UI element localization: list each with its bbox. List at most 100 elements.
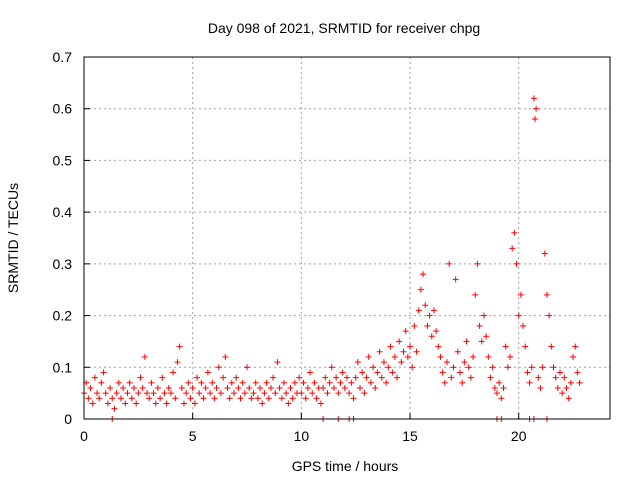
data-point xyxy=(524,369,531,376)
data-point xyxy=(548,343,555,350)
data-point xyxy=(191,400,198,407)
data-point xyxy=(148,379,155,386)
data-point xyxy=(415,307,422,314)
data-point xyxy=(480,312,487,319)
x-tick-label: 15 xyxy=(402,428,418,444)
data-point xyxy=(113,390,120,397)
data-point xyxy=(89,400,96,407)
data-point xyxy=(487,374,494,381)
data-point xyxy=(428,333,435,340)
data-point xyxy=(104,400,111,407)
data-point xyxy=(285,400,292,407)
data-point xyxy=(176,343,183,350)
data-point xyxy=(346,390,353,397)
data-point xyxy=(100,369,107,376)
data-point xyxy=(278,395,285,402)
data-point xyxy=(552,374,559,381)
data-point xyxy=(328,364,335,371)
data-point xyxy=(370,364,377,371)
data-point xyxy=(433,328,440,335)
data-point xyxy=(363,374,370,381)
data-point xyxy=(128,395,135,402)
data-point xyxy=(459,379,466,386)
data-point xyxy=(309,390,316,397)
data-point xyxy=(311,379,318,386)
data-point xyxy=(437,353,444,360)
data-point xyxy=(324,390,331,397)
data-point xyxy=(474,260,481,267)
data-point xyxy=(452,276,459,283)
data-point xyxy=(217,390,224,397)
data-point xyxy=(413,348,420,355)
data-point xyxy=(522,343,529,350)
data-point xyxy=(146,395,153,402)
data-point xyxy=(541,250,548,257)
data-point xyxy=(467,374,474,381)
data-point xyxy=(246,384,253,391)
data-point xyxy=(144,390,151,397)
data-point xyxy=(261,390,268,397)
data-point xyxy=(365,353,372,360)
data-point xyxy=(220,374,227,381)
data-point xyxy=(122,400,129,407)
data-point xyxy=(204,369,211,376)
data-point xyxy=(111,405,118,412)
data-point xyxy=(457,369,464,376)
data-point xyxy=(378,374,385,381)
data-point xyxy=(443,359,450,366)
data-point xyxy=(498,395,505,402)
data-point xyxy=(287,384,294,391)
data-point xyxy=(398,359,405,366)
data-points xyxy=(81,95,583,422)
data-point xyxy=(543,291,550,298)
data-point xyxy=(102,390,109,397)
data-point xyxy=(283,390,290,397)
data-point xyxy=(330,384,337,391)
data-point xyxy=(230,390,237,397)
data-point xyxy=(565,395,572,402)
data-point xyxy=(367,379,374,386)
data-point xyxy=(257,384,264,391)
data-point xyxy=(126,379,133,386)
data-point xyxy=(263,379,270,386)
y-axis-label: SRMTID / TECUs xyxy=(5,183,21,293)
data-point xyxy=(570,353,577,360)
data-point xyxy=(391,353,398,360)
data-point xyxy=(274,359,281,366)
data-point xyxy=(422,302,429,309)
data-point xyxy=(270,374,277,381)
data-point xyxy=(532,116,539,123)
grid xyxy=(84,57,610,419)
data-point xyxy=(539,364,546,371)
data-point xyxy=(276,384,283,391)
data-point xyxy=(302,395,309,402)
data-point xyxy=(567,379,574,386)
data-point xyxy=(124,390,131,397)
data-point xyxy=(313,395,320,402)
data-point xyxy=(513,260,520,267)
data-point xyxy=(380,359,387,366)
data-point xyxy=(209,379,216,386)
data-point xyxy=(300,379,307,386)
data-point xyxy=(409,364,416,371)
data-point xyxy=(87,384,94,391)
data-point xyxy=(483,333,490,340)
data-point xyxy=(511,229,518,236)
data-point xyxy=(165,384,172,391)
data-point xyxy=(465,364,472,371)
data-point xyxy=(130,384,137,391)
data-point xyxy=(485,353,492,360)
data-point xyxy=(172,395,179,402)
data-point xyxy=(196,390,203,397)
data-point xyxy=(374,369,381,376)
data-point xyxy=(337,379,344,386)
data-point xyxy=(372,384,379,391)
data-point xyxy=(159,374,166,381)
data-point xyxy=(339,369,346,376)
y-axis-ticks: 0 0.1 0.2 0.3 0.4 0.5 0.6 0.7 xyxy=(53,49,90,427)
data-point xyxy=(307,369,314,376)
data-point xyxy=(250,390,257,397)
y-tick-label: 0.2 xyxy=(53,308,73,324)
data-point xyxy=(198,379,205,386)
